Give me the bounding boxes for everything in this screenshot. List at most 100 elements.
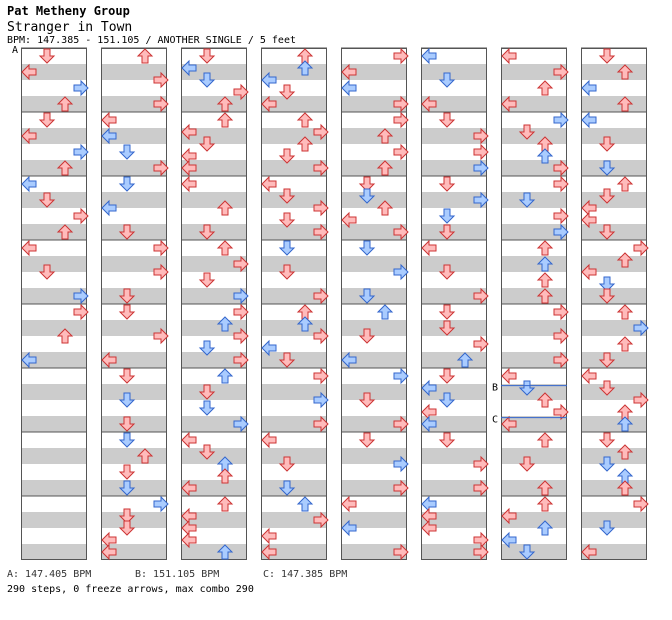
beat-stripe [181, 480, 247, 496]
beat-stripe [581, 320, 647, 336]
step-arrow [21, 239, 37, 257]
step-arrow [56, 96, 74, 112]
step-arrow [438, 392, 456, 408]
step-arrow [313, 327, 329, 345]
step-arrow [278, 352, 296, 368]
beat-stripe [581, 128, 647, 144]
step-arrow [536, 432, 554, 448]
step-arrow [118, 464, 136, 480]
beat-stripe [501, 64, 567, 80]
step-arrow [393, 47, 409, 65]
step-arrow [633, 391, 649, 409]
beat-stripe [101, 64, 167, 80]
step-arrow [421, 379, 437, 397]
step-arrow [341, 211, 357, 229]
beat-stripe [341, 160, 407, 176]
beat-stripe [341, 544, 407, 560]
step-arrow [261, 175, 277, 193]
beat-stripe [261, 192, 327, 208]
beat-stripe [261, 416, 327, 432]
step-arrow [198, 384, 216, 400]
step-arrow [393, 367, 409, 385]
step-arrow [633, 239, 649, 257]
step-arrow [553, 207, 569, 225]
step-arrow [233, 287, 249, 305]
step-arrow [153, 239, 169, 257]
step-arrow [438, 264, 456, 280]
step-arrow [581, 367, 597, 385]
beat-stripe [341, 224, 407, 240]
step-arrow [73, 207, 89, 225]
step-arrow [278, 84, 296, 100]
step-arrow [181, 479, 197, 497]
step-arrow [536, 392, 554, 408]
chart-column [501, 47, 569, 560]
step-arrow [473, 479, 489, 497]
chart-column [421, 47, 489, 561]
step-arrow [341, 495, 357, 513]
step-arrow [21, 175, 37, 193]
step-arrow [296, 112, 314, 128]
step-arrow [616, 416, 634, 432]
chart-column [21, 47, 89, 560]
step-arrow [536, 496, 554, 512]
step-arrow [341, 351, 357, 369]
step-arrow [438, 72, 456, 88]
step-arrow [438, 208, 456, 224]
beat-stripe [181, 512, 247, 528]
step-arrow [21, 63, 37, 81]
column-frame [21, 48, 87, 560]
beat-stripe [581, 512, 647, 528]
step-arrow [101, 351, 117, 369]
step-arrow [56, 160, 74, 176]
step-arrow [313, 287, 329, 305]
beat-stripe [501, 384, 567, 400]
bpm-marker-label: A [12, 45, 18, 56]
beat-stripe [501, 352, 567, 368]
beat-stripe [341, 192, 407, 208]
beat-stripe [341, 384, 407, 400]
beat-stripe [101, 320, 167, 336]
step-arrow [101, 127, 117, 145]
step-arrow [518, 192, 536, 208]
song-title: Stranger in Town [7, 20, 133, 35]
beat-stripe [181, 416, 247, 432]
step-arrow [153, 159, 169, 177]
step-arrow [393, 143, 409, 161]
step-arrow [118, 368, 136, 384]
beat-stripe [581, 96, 647, 112]
step-arrow [198, 224, 216, 240]
step-arrow [473, 127, 489, 145]
step-arrow [313, 367, 329, 385]
step-arrow [73, 303, 89, 321]
step-arrow [358, 392, 376, 408]
step-arrow [438, 304, 456, 320]
step-arrow [598, 188, 616, 204]
step-arrow [473, 143, 489, 161]
beat-stripe [581, 448, 647, 464]
step-arrow [536, 256, 554, 272]
step-arrow [278, 480, 296, 496]
step-arrow [473, 159, 489, 177]
step-arrow [198, 272, 216, 288]
beat-stripe [501, 160, 567, 176]
beat-stripe [21, 544, 87, 560]
beat-stripe [341, 64, 407, 80]
beat-stripe [421, 512, 487, 528]
step-arrow [438, 112, 456, 128]
step-arrow [313, 415, 329, 433]
step-arrow [153, 327, 169, 345]
beat-stripe [421, 160, 487, 176]
step-arrow [376, 128, 394, 144]
beat-stripe [421, 96, 487, 112]
step-arrow [358, 240, 376, 256]
step-arrow [553, 63, 569, 81]
column-frame [421, 48, 487, 560]
step-arrow [421, 519, 437, 537]
beat-stripe [581, 544, 647, 560]
beat-stripe [181, 288, 247, 304]
beat-stripe [181, 352, 247, 368]
step-arrow [518, 456, 536, 472]
step-arrow [501, 367, 517, 385]
beat-stripe [581, 384, 647, 400]
